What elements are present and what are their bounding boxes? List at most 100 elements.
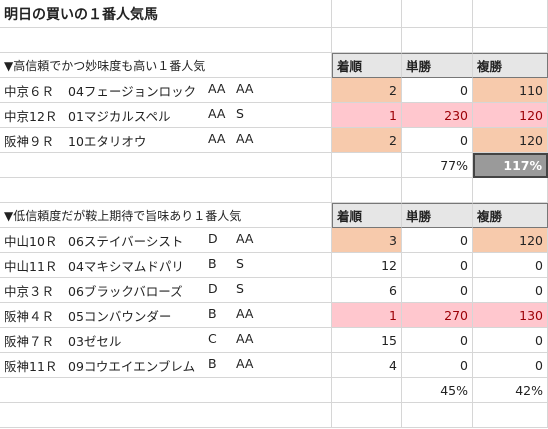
- section1-label[interactable]: ▼高信頼でかつ妙味度も高い１番人気: [0, 53, 332, 78]
- grade-2: AA: [236, 330, 254, 346]
- win-cell[interactable]: 0: [402, 78, 473, 103]
- empty-cell[interactable]: [402, 28, 473, 53]
- win-rate-cell[interactable]: 77%: [402, 153, 473, 178]
- place-cell[interactable]: 0: [473, 328, 548, 353]
- place-cell[interactable]: 110: [473, 78, 548, 103]
- horse-name: 05コンバウンダー: [68, 308, 172, 324]
- horse-cell[interactable]: 中山11Ｒ 04マキシマムドパリ B S: [0, 253, 332, 278]
- win-cell[interactable]: 0: [402, 328, 473, 353]
- horse-cell[interactable]: 阪神11Ｒ 09コウエイエンブレム B AA: [0, 353, 332, 378]
- empty-cell[interactable]: [0, 28, 332, 53]
- header-rank[interactable]: 着順: [332, 53, 402, 78]
- race-label: 中京12Ｒ: [4, 108, 58, 124]
- horse-name: 04フェージョンロック: [68, 83, 197, 99]
- empty-cell[interactable]: [402, 0, 473, 28]
- header-rank[interactable]: 着順: [332, 203, 402, 228]
- empty-cell[interactable]: [473, 0, 548, 28]
- win-cell[interactable]: 0: [402, 253, 473, 278]
- horse-cell[interactable]: 中京３Ｒ 06ブラックバローズ D S: [0, 278, 332, 303]
- win-cell[interactable]: 270: [402, 303, 473, 328]
- empty-cell[interactable]: [332, 178, 402, 203]
- empty-cell[interactable]: [402, 403, 473, 428]
- win-cell[interactable]: 0: [402, 278, 473, 303]
- race-label: 中山11Ｒ: [4, 258, 58, 274]
- grade-2: AA: [236, 355, 254, 371]
- empty-cell[interactable]: [0, 378, 332, 403]
- race-label: 中京３Ｒ: [4, 283, 55, 299]
- grade-1: B: [208, 355, 217, 371]
- empty-cell[interactable]: [473, 178, 548, 203]
- grade-1: B: [208, 305, 217, 321]
- place-cell[interactable]: 130: [473, 303, 548, 328]
- race-label: 阪神７Ｒ: [4, 333, 55, 349]
- win-cell[interactable]: 0: [402, 228, 473, 253]
- grade-2: AA: [236, 305, 254, 321]
- horse-name: 06ブラックバローズ: [68, 283, 183, 299]
- horse-cell[interactable]: 中山10Ｒ 06ステイバーシスト D AA: [0, 228, 332, 253]
- rank-cell[interactable]: 1: [332, 103, 402, 128]
- grade-1: D: [208, 280, 218, 296]
- empty-cell[interactable]: [332, 153, 402, 178]
- horse-cell[interactable]: 阪神７Ｒ 03ゼセル C AA: [0, 328, 332, 353]
- place-cell[interactable]: 0: [473, 278, 548, 303]
- place-cell[interactable]: 120: [473, 128, 548, 153]
- horse-name: 10エタリオウ: [68, 133, 147, 149]
- win-cell[interactable]: 230: [402, 103, 473, 128]
- section2-label[interactable]: ▼低信頼度だが鞍上期待で旨味あり１番人気: [0, 203, 332, 228]
- grade-1: B: [208, 255, 217, 271]
- empty-cell[interactable]: [0, 178, 332, 203]
- horse-cell[interactable]: 中京６Ｒ 04フェージョンロック AA AA: [0, 78, 332, 103]
- horse-cell[interactable]: 阪神９Ｒ 10エタリオウ AA AA: [0, 128, 332, 153]
- race-label: 中京６Ｒ: [4, 83, 55, 99]
- win-rate-cell[interactable]: 45%: [402, 378, 473, 403]
- rank-cell[interactable]: 12: [332, 253, 402, 278]
- empty-cell[interactable]: [332, 28, 402, 53]
- header-win[interactable]: 単勝: [402, 53, 473, 78]
- horse-name: 04マキシマムドパリ: [68, 258, 184, 274]
- horse-cell[interactable]: 阪神４Ｒ 05コンバウンダー B AA: [0, 303, 332, 328]
- empty-cell[interactable]: [332, 378, 402, 403]
- rank-cell[interactable]: 3: [332, 228, 402, 253]
- header-win[interactable]: 単勝: [402, 203, 473, 228]
- grade-2: AA: [236, 130, 254, 146]
- empty-cell[interactable]: [332, 403, 402, 428]
- header-place[interactable]: 複勝: [473, 53, 548, 78]
- place-rate-cell-selected[interactable]: 117%: [473, 153, 548, 178]
- horse-cell[interactable]: 中京12Ｒ 01マジカルスペル AA S: [0, 103, 332, 128]
- empty-cell[interactable]: [0, 153, 332, 178]
- rank-cell[interactable]: 15: [332, 328, 402, 353]
- horse-name: 06ステイバーシスト: [68, 233, 184, 249]
- grade-2: S: [236, 255, 244, 271]
- race-label: 中山10Ｒ: [4, 233, 58, 249]
- empty-cell[interactable]: [0, 403, 332, 428]
- rank-cell[interactable]: 2: [332, 78, 402, 103]
- horse-name: 01マジカルスペル: [68, 108, 171, 124]
- race-label: 阪神４Ｒ: [4, 308, 55, 324]
- grade-2: AA: [236, 80, 254, 96]
- sheet-title[interactable]: 明日の買いの１番人気馬: [0, 0, 332, 28]
- grade-1: D: [208, 230, 218, 246]
- rank-cell[interactable]: 6: [332, 278, 402, 303]
- grade-1: AA: [208, 130, 226, 146]
- grade-1: AA: [208, 105, 226, 121]
- grade-1: AA: [208, 80, 226, 96]
- win-cell[interactable]: 0: [402, 353, 473, 378]
- horse-name: 03ゼセル: [68, 333, 122, 349]
- place-cell[interactable]: 0: [473, 253, 548, 278]
- rank-cell[interactable]: 2: [332, 128, 402, 153]
- empty-cell[interactable]: [473, 28, 548, 53]
- place-cell[interactable]: 120: [473, 103, 548, 128]
- place-cell[interactable]: 0: [473, 353, 548, 378]
- grade-1: C: [208, 330, 217, 346]
- place-rate-cell[interactable]: 42%: [473, 378, 548, 403]
- place-cell[interactable]: 120: [473, 228, 548, 253]
- rank-cell[interactable]: 4: [332, 353, 402, 378]
- empty-cell[interactable]: [402, 178, 473, 203]
- win-cell[interactable]: 0: [402, 128, 473, 153]
- rank-cell[interactable]: 1: [332, 303, 402, 328]
- horse-name: 09コウエイエンブレム: [68, 358, 196, 374]
- empty-cell[interactable]: [473, 403, 548, 428]
- empty-cell[interactable]: [332, 0, 402, 28]
- header-place[interactable]: 複勝: [473, 203, 548, 228]
